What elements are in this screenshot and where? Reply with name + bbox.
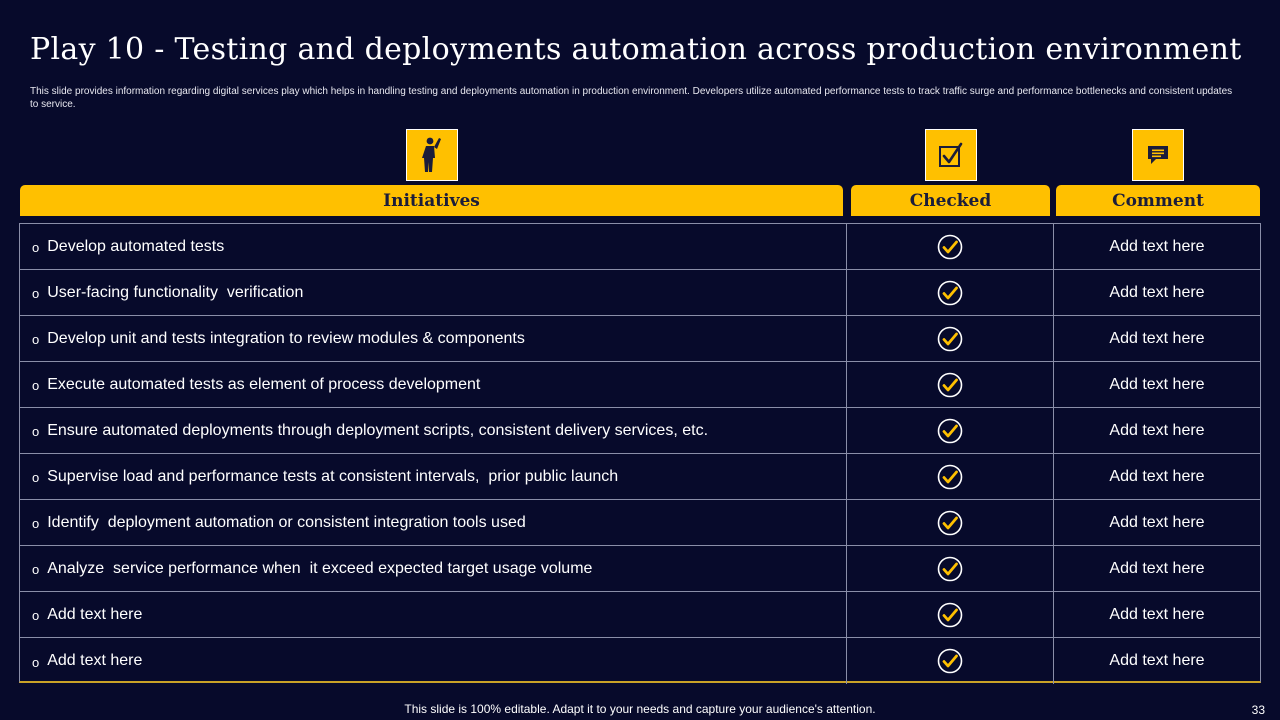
bullet-icon: o (32, 424, 40, 439)
comment-cell[interactable]: Add text here (1053, 500, 1260, 545)
checked-header: Checked (851, 185, 1050, 216)
initiative-text: Add text here (47, 605, 143, 623)
initiative-text: Identify deployment automation or consis… (47, 513, 526, 531)
comment-cell[interactable]: Add text here (1053, 362, 1260, 407)
checked-cell[interactable] (846, 408, 1053, 453)
initiative-text: Add text here (47, 652, 143, 669)
comment-cell[interactable]: Add text here (1053, 316, 1260, 361)
bullet-icon: o (32, 654, 40, 670)
initiative-text: User-facing functionality verification (47, 283, 304, 301)
checked-cell[interactable] (846, 362, 1053, 407)
initiative-text: Develop unit and tests integration to re… (47, 329, 525, 347)
check-circle-icon (937, 280, 963, 305)
comment-bubble-icon (1132, 129, 1184, 181)
comment-cell[interactable]: Add text here (1053, 638, 1260, 684)
table-row: o User-facing functionality verification A… (20, 270, 1260, 316)
check-circle-icon (937, 418, 963, 443)
checked-cell[interactable] (846, 500, 1053, 545)
person-raising-hand-icon (406, 129, 458, 181)
initiative-cell[interactable]: o Ensure automated deployments through de… (20, 408, 846, 453)
bullet-icon: o (32, 378, 40, 393)
check-circle-icon (937, 372, 963, 397)
checked-cell[interactable] (846, 316, 1053, 361)
bullet-icon: o (32, 240, 40, 255)
initiative-cell[interactable]: o Develop automated tests (20, 224, 846, 269)
initiative-cell[interactable]: o Develop unit and tests integration to r… (20, 316, 846, 361)
initiative-cell[interactable]: o Execute automated tests as element of p… (20, 362, 846, 407)
initiative-cell[interactable]: o Supervise load and performance tests at… (20, 454, 846, 499)
checked-cell[interactable] (846, 546, 1053, 591)
slide-description: This slide provides information regardin… (30, 86, 1233, 110)
check-circle-icon (937, 326, 963, 351)
comment-cell[interactable]: Add text here (1053, 454, 1260, 499)
checked-cell[interactable] (846, 454, 1053, 499)
comment-cell[interactable]: Add text here (1053, 270, 1260, 315)
check-circle-icon (937, 648, 963, 674)
table-row: o Add text here Add text here (20, 638, 1260, 684)
comment-cell[interactable]: Add text here (1053, 408, 1260, 453)
initiative-cell[interactable]: o Add text here (20, 592, 846, 637)
table-row: o Develop unit and tests integration to r… (20, 316, 1260, 362)
table-row: o Ensure automated deployments through de… (20, 408, 1260, 454)
table-row: o Analyze service performance when it exc… (20, 546, 1260, 592)
table-row: o Add text here Add text here (20, 592, 1260, 638)
bullet-icon: o (32, 608, 40, 623)
initiatives-table: o Develop automated tests Add text here o Us… (19, 223, 1261, 684)
bullet-icon: o (32, 286, 40, 301)
check-circle-icon (937, 510, 963, 535)
table-row: o Supervise load and performance tests at… (20, 454, 1260, 500)
initiative-cell[interactable]: o Add text here (20, 638, 846, 684)
initiatives-header: Initiatives (20, 185, 843, 216)
initiative-cell[interactable]: o Analyze service performance when it exc… (20, 546, 846, 591)
checked-cell[interactable] (846, 270, 1053, 315)
bullet-icon: o (32, 562, 40, 577)
checkbox-checked-icon (925, 129, 977, 181)
bullet-icon: o (32, 516, 40, 531)
slide-title: Play 10 - Testing and deployments automa… (30, 32, 1242, 67)
checked-cell[interactable] (846, 592, 1053, 637)
initiative-cell[interactable]: o Identify deployment automation or consi… (20, 500, 846, 545)
check-circle-icon (937, 464, 963, 489)
initiative-text: Develop automated tests (47, 237, 225, 255)
check-circle-icon (937, 602, 963, 627)
initiative-text: Execute automated tests as element of pr… (47, 375, 481, 393)
check-circle-icon (937, 556, 963, 581)
bullet-icon: o (32, 332, 40, 347)
initiative-text: Analyze service performance when it exce… (47, 559, 593, 577)
check-circle-icon (937, 234, 963, 259)
comment-cell[interactable]: Add text here (1053, 546, 1260, 591)
initiative-cell[interactable]: o User-facing functionality verification (20, 270, 846, 315)
initiative-text: Ensure automated deployments through dep… (47, 421, 709, 439)
table-row: o Develop automated tests Add text here (20, 224, 1260, 270)
bullet-icon: o (32, 470, 40, 485)
comment-cell[interactable]: Add text here (1053, 592, 1260, 637)
checked-cell[interactable] (846, 638, 1053, 684)
comment-cell[interactable]: Add text here (1053, 224, 1260, 269)
checked-cell[interactable] (846, 224, 1053, 269)
footer-note: This slide is 100% editable. Adapt it to… (404, 702, 876, 716)
table-row: o Execute automated tests as element of p… (20, 362, 1260, 408)
comment-header: Comment (1056, 185, 1260, 216)
table-row: o Identify deployment automation or consi… (20, 500, 1260, 546)
initiative-text: Supervise load and performance tests at … (47, 467, 619, 485)
page-number: 33 (1251, 703, 1265, 717)
